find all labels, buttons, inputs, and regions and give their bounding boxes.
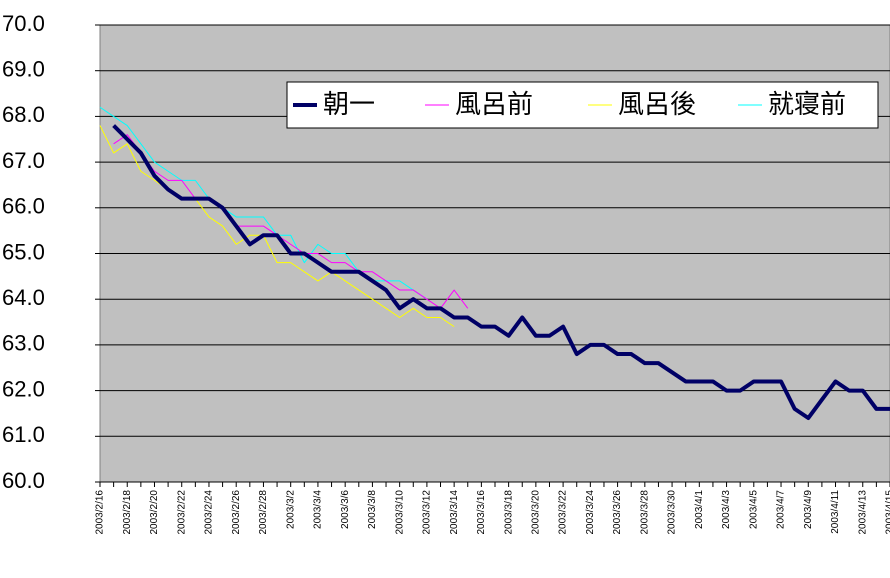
x-tick-label: 2003/3/24	[585, 490, 596, 535]
x-tick-label: 2003/4/11	[830, 490, 841, 534]
y-tick-label: 65.0	[2, 239, 45, 264]
series-line	[99, 125, 455, 328]
y-tick-label: 63.0	[2, 331, 45, 356]
x-tick-label: 2003/3/14	[449, 490, 460, 535]
x-tick-label: 2003/4/13	[857, 490, 868, 535]
series-line	[113, 134, 469, 309]
x-tick-label: 2003/3/18	[503, 490, 514, 535]
x-tick-label: 2003/2/24	[204, 490, 215, 535]
x-tick-label: 2003/4/15	[885, 490, 890, 535]
x-tick-label: 2003/4/9	[803, 490, 814, 529]
legend-label: 朝一	[323, 89, 375, 119]
y-tick-label: 70.0	[2, 11, 45, 36]
y-tick-label: 60.0	[2, 468, 45, 493]
x-tick-label: 2003/3/26	[612, 490, 623, 535]
x-tick-label: 2003/4/1	[694, 490, 705, 529]
legend-label: 就寝前	[768, 89, 846, 119]
x-tick-label: 2003/3/12	[422, 490, 433, 535]
x-tick-label: 2003/3/4	[313, 490, 324, 529]
x-tick-label: 2003/4/7	[776, 490, 787, 529]
x-tick-label: 2003/3/20	[531, 490, 542, 535]
x-tick-label: 2003/2/18	[122, 490, 133, 535]
x-tick-label: 2003/2/26	[231, 490, 242, 535]
legend-label: 風呂前	[455, 89, 533, 119]
y-tick-label: 66.0	[2, 194, 45, 219]
x-tick-label: 2003/4/3	[721, 490, 732, 529]
x-tick-label: 2003/3/6	[340, 490, 351, 529]
y-tick-label: 61.0	[2, 422, 45, 447]
y-tick-label: 64.0	[2, 285, 45, 310]
x-tick-label: 2003/3/16	[476, 490, 487, 535]
y-tick-label: 69.0	[2, 57, 45, 82]
x-tick-label: 2003/2/22	[176, 490, 187, 535]
x-tick-label: 2003/2/20	[149, 490, 160, 535]
series-line	[112, 124, 890, 421]
x-tick-label: 2003/3/2	[285, 490, 296, 529]
x-tick-label: 2003/3/22	[558, 490, 569, 535]
legend-box	[286, 81, 879, 129]
x-tick-label: 2003/3/30	[667, 490, 678, 535]
y-tick-label: 68.0	[2, 102, 45, 127]
x-tick-label: 2003/4/5	[748, 490, 759, 529]
y-tick-label: 62.0	[2, 376, 45, 401]
x-tick-label: 2003/2/16	[95, 490, 106, 535]
y-tick-label: 67.0	[2, 148, 45, 173]
legend: 朝一 風呂前 風呂後 就寝前	[286, 81, 879, 129]
x-tick-label: 2003/3/8	[367, 490, 378, 529]
x-tick-label: 2003/2/28	[258, 490, 269, 535]
x-tick-label: 2003/3/28	[639, 490, 650, 535]
x-tick-label: 2003/3/10	[394, 490, 405, 535]
legend-label: 風呂後	[618, 89, 696, 119]
